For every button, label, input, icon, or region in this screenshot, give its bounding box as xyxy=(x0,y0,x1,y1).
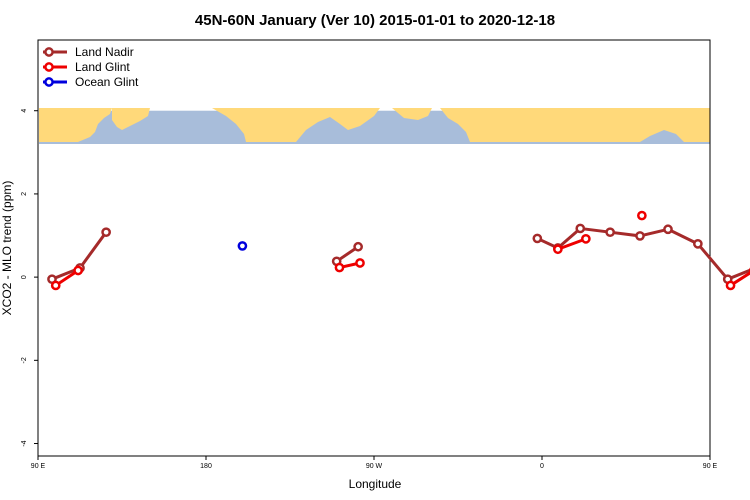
x-tick-label: 90 E xyxy=(31,463,46,470)
chart-title: 45N-60N January (Ver 10) 2015-01-01 to 2… xyxy=(195,12,555,29)
legend-marker-land-glint xyxy=(44,62,54,72)
data-point-land-nadir xyxy=(693,238,703,249)
y-tick-label: 2 xyxy=(21,192,28,196)
data-point-land-glint xyxy=(581,233,591,244)
x-tick-label: 90 E xyxy=(703,463,718,470)
legend-label-land-nadir: Land Nadir xyxy=(75,45,134,59)
y-tick-label: 0 xyxy=(21,275,28,279)
map-land-asia-east xyxy=(112,108,150,130)
y-tick-label: 4 xyxy=(21,109,28,113)
data-point-land-glint xyxy=(553,244,563,255)
legend-label-land-glint: Land Glint xyxy=(75,60,130,74)
data-point-land-glint xyxy=(334,262,345,273)
legend-marker-ocean-glint xyxy=(44,77,54,87)
data-point-land-glint xyxy=(50,280,61,291)
data-point-land-nadir xyxy=(605,227,615,238)
y-tick-label: -2 xyxy=(21,357,28,363)
map-land-europe-asia xyxy=(440,108,710,142)
x-axis-label: Longitude xyxy=(349,477,402,491)
series-line-land-nadir xyxy=(536,226,750,281)
x-tick-label: 0 xyxy=(540,463,544,470)
data-point-land-nadir xyxy=(532,233,543,244)
data-point-land-glint xyxy=(73,265,83,276)
data-point-land-nadir xyxy=(663,224,673,235)
y-axis: -4 -2 0 2 4 xyxy=(21,109,38,447)
map-land-asia-west xyxy=(39,108,112,142)
data-point-ocean-glint xyxy=(237,241,248,251)
map-land-north-america xyxy=(212,108,380,142)
series-line-land-glint xyxy=(557,237,587,251)
data-point-land-glint xyxy=(725,280,736,291)
y-tick-label: -4 xyxy=(21,440,28,446)
x-tick-label: 180 xyxy=(200,463,212,470)
y-axis-label: XCO2 - MLO trend (ppm) xyxy=(0,181,14,316)
x-tick-label: 90 W xyxy=(366,463,383,470)
data-point-land-glint xyxy=(637,210,647,221)
data-point-land-nadir xyxy=(101,227,111,238)
data-point-land-nadir xyxy=(635,231,645,241)
data-point-land-nadir xyxy=(575,223,586,234)
world-map-band xyxy=(39,108,710,144)
legend-label-ocean-glint: Ocean Glint xyxy=(75,75,139,89)
map-land-greenland xyxy=(392,108,432,120)
plot-frame xyxy=(37,39,711,457)
data-point-land-glint xyxy=(355,258,365,268)
series-layer xyxy=(47,210,750,291)
data-point-land-nadir xyxy=(353,241,363,252)
legend-marker-land-nadir xyxy=(44,47,54,57)
